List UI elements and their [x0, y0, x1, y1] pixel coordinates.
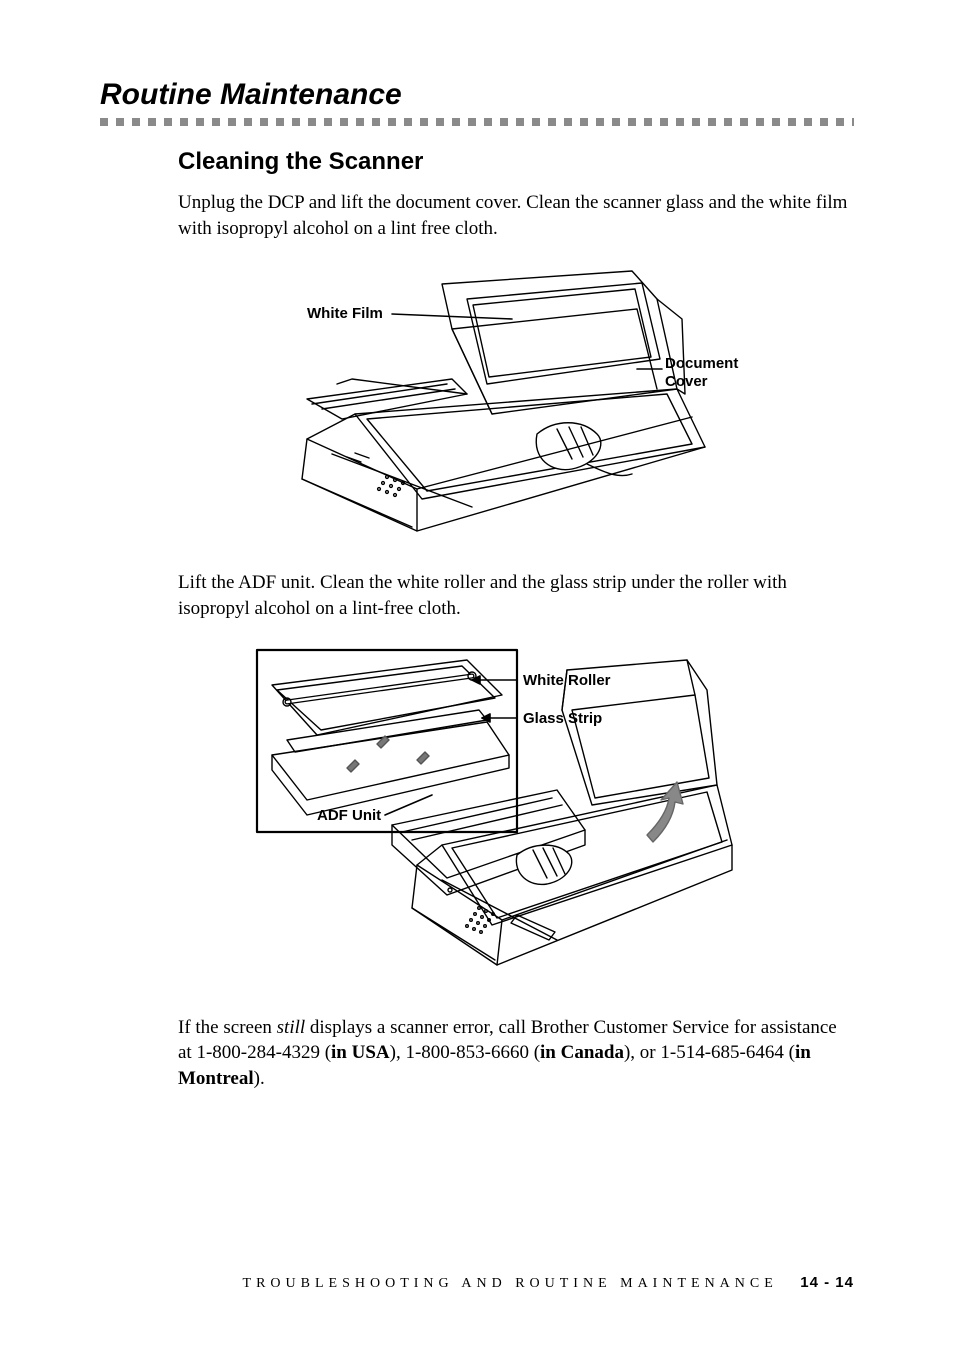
page-number: 14 - 14 — [800, 1274, 854, 1291]
callout-document-cover: Document Cover — [665, 355, 738, 390]
section-separator — [100, 118, 854, 126]
callout-white-roller: White Roller — [523, 672, 611, 689]
paragraph-3: If the screen still displays a scanner e… — [178, 1015, 854, 1092]
subsection-title: Cleaning the Scanner — [178, 148, 854, 176]
p3-still: still — [277, 1017, 306, 1038]
figure-adf-unit: White Roller Glass Strip ADF Unit — [217, 640, 737, 985]
callout-glass-strip: Glass Strip — [523, 710, 602, 727]
p3-text: ). — [254, 1068, 265, 1089]
section-title: Routine Maintenance — [100, 78, 854, 112]
adf-unit-illustration — [217, 640, 737, 985]
paragraph-1: Unplug the DCP and lift the document cov… — [178, 190, 854, 241]
p3-text: ), or 1-514-685-6464 ( — [624, 1042, 795, 1063]
p3-usa: in USA — [331, 1042, 390, 1063]
p3-text: ), 1-800-853-6660 ( — [390, 1042, 540, 1063]
page-footer: TROUBLESHOOTING AND ROUTINE MAINTENANCE … — [243, 1274, 854, 1292]
p3-canada: in Canada — [540, 1042, 624, 1063]
paragraph-2: Lift the ADF unit. Clean the white rolle… — [178, 570, 854, 621]
callout-adf-unit: ADF Unit — [317, 807, 381, 824]
callout-white-film: White Film — [307, 305, 383, 322]
p3-text: If the screen — [178, 1017, 277, 1038]
scanner-cover-illustration — [237, 259, 717, 544]
document-page: Routine Maintenance Cleaning the Scanner… — [0, 0, 954, 1352]
footer-text: TROUBLESHOOTING AND ROUTINE MAINTENANCE — [243, 1276, 778, 1291]
figure-scanner-cover: White Film Document Cover — [237, 259, 717, 544]
